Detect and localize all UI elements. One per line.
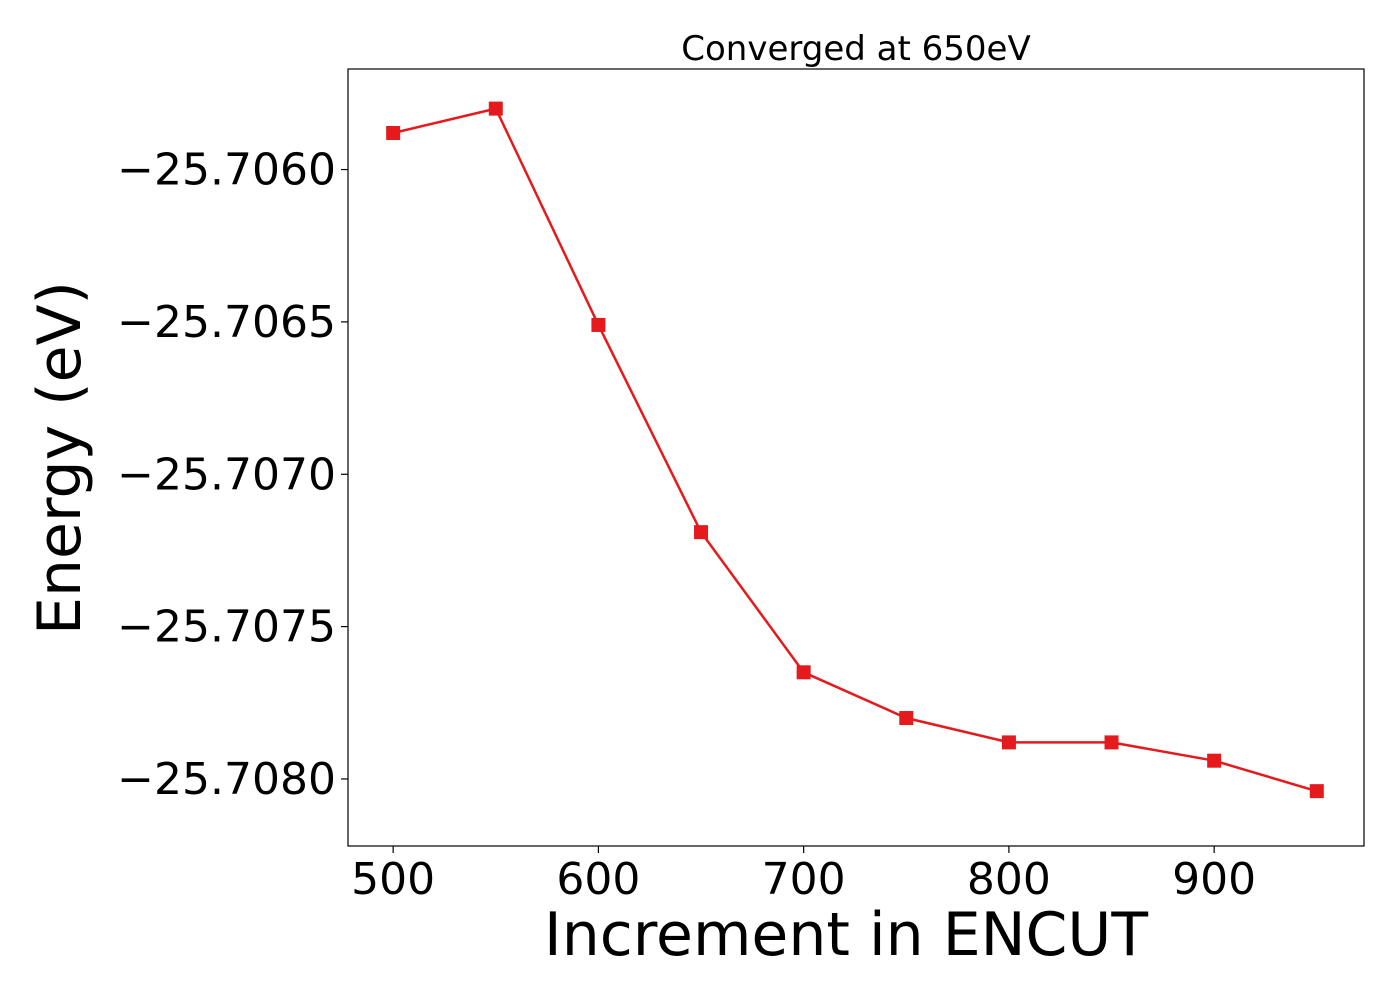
- data-point-marker: [386, 125, 401, 140]
- y-tick-label: −25.7060: [117, 145, 336, 196]
- data-point-marker: [591, 317, 606, 332]
- x-tick-label: 900: [1172, 854, 1256, 905]
- data-point-marker: [1207, 753, 1222, 768]
- y-axis-label: Energy (eV): [25, 281, 95, 635]
- chart-title: Converged at 650eV: [681, 29, 1030, 69]
- data-point-marker: [1104, 735, 1119, 750]
- y-tick-label: −25.7080: [117, 754, 336, 805]
- data-point-marker: [796, 665, 811, 680]
- x-tick-label: 700: [762, 854, 846, 905]
- data-point-marker: [899, 711, 914, 726]
- data-point-marker: [1001, 735, 1016, 750]
- x-axis-label: Increment in ENCUT: [544, 900, 1148, 970]
- x-tick-label: 600: [556, 854, 640, 905]
- data-point-marker: [488, 101, 503, 116]
- y-tick-label: −25.7065: [117, 297, 336, 348]
- series-line: [392, 107, 1318, 793]
- data-point-marker: [694, 525, 709, 540]
- x-axis: 500 600 700 800 900: [351, 846, 1256, 905]
- y-tick-label: −25.7075: [117, 602, 336, 653]
- y-tick-label: −25.7070: [117, 449, 336, 500]
- x-tick-label: 500: [351, 854, 435, 905]
- y-axis: −25.7060 −25.7065 −25.7070 −25.7075 −25.7080: [117, 145, 348, 805]
- data-point-marker: [1309, 784, 1324, 799]
- x-tick-label: 800: [967, 854, 1051, 905]
- plot-area: [347, 68, 1365, 847]
- series-layer: [386, 101, 1324, 799]
